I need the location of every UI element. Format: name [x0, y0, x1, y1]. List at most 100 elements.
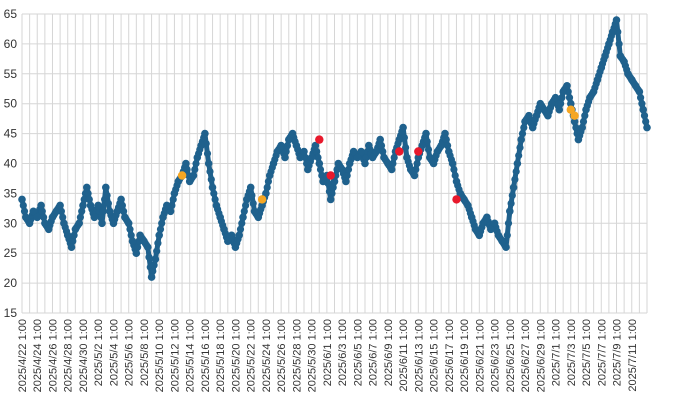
- data-point: [193, 153, 202, 162]
- data-point: [631, 82, 640, 90]
- data-point-fill: [40, 213, 48, 221]
- series-1: [177, 105, 579, 204]
- data-point: [315, 159, 324, 168]
- x-tick-label: 2025/5/26 1:00: [276, 319, 288, 392]
- grid-layer: [21, 13, 648, 314]
- data-point-fill: [264, 177, 272, 185]
- data-point: [445, 147, 453, 156]
- data-point: [132, 249, 141, 257]
- data-point-fill: [84, 189, 92, 197]
- data-point: [365, 141, 373, 150]
- data-point-fill: [343, 171, 351, 180]
- data-point-fill: [158, 219, 166, 227]
- data-point-fill: [104, 199, 112, 207]
- x-tick-label: 2025/5/2 1:00: [93, 319, 105, 386]
- data-point: [224, 237, 232, 245]
- data-point: [288, 129, 297, 138]
- data-point: [406, 165, 415, 174]
- data-point: [121, 213, 129, 222]
- data-point: [555, 105, 564, 114]
- x-tick-label: 2025/6/19 1:00: [459, 319, 471, 392]
- data-point-fill: [450, 165, 458, 174]
- data-point: [345, 159, 354, 168]
- data-point: [490, 219, 499, 228]
- x-tick-label: 2025/7/11 1:00: [627, 319, 639, 392]
- data-point: [311, 141, 320, 150]
- data-point: [159, 213, 167, 222]
- data-point: [506, 207, 514, 216]
- data-point: [128, 237, 137, 245]
- x-tick-label: 2025/7/3 1:00: [566, 319, 578, 386]
- data-point-fill: [70, 231, 78, 239]
- data-point-fill: [238, 219, 246, 227]
- data-point: [521, 117, 529, 126]
- data-point: [448, 159, 457, 168]
- data-point: [567, 99, 575, 108]
- data-point: [452, 195, 461, 204]
- x-tick-label: 2025/5/10 1:00: [154, 319, 166, 392]
- series-0: [18, 16, 651, 281]
- data-point: [384, 159, 392, 168]
- data-point: [513, 159, 522, 168]
- data-point-fill: [149, 267, 157, 275]
- data-point: [589, 87, 598, 96]
- data-point-fill: [206, 167, 214, 176]
- data-point-fill: [390, 153, 398, 162]
- data-point-fill: [85, 195, 93, 203]
- data-point: [441, 129, 449, 138]
- y-tick-label: 45: [4, 127, 18, 141]
- data-point: [353, 153, 362, 162]
- x-tick-label: 2025/6/17 1:00: [444, 319, 456, 392]
- data-point: [597, 64, 606, 72]
- data-point-fill: [126, 225, 134, 233]
- data-point: [399, 123, 407, 132]
- data-point: [220, 225, 228, 234]
- data-point: [315, 135, 324, 144]
- data-point: [105, 207, 114, 216]
- x-tick-label: 2025/5/24 1:00: [261, 319, 273, 392]
- x-tick-label: 2025/6/5 1:00: [352, 319, 364, 386]
- data-point: [151, 255, 160, 263]
- data-point-fill: [192, 159, 200, 168]
- y-tick-label: 20: [4, 276, 18, 290]
- data-point-fill: [615, 40, 623, 48]
- data-point: [483, 213, 491, 222]
- x-tick-label: 2025/6/21 1:00: [474, 319, 486, 392]
- data-point-fill: [565, 94, 574, 102]
- data-point: [467, 213, 476, 222]
- x-tick-label: 2025/5/4 1:00: [108, 319, 120, 386]
- data-point: [216, 213, 224, 222]
- x-tick-label: 2025/6/23 1:00: [490, 319, 502, 392]
- data-point-fill: [69, 237, 77, 245]
- data-point-fill: [80, 195, 88, 203]
- data-point-fill: [379, 147, 387, 156]
- data-point-fill: [557, 100, 565, 108]
- data-point: [624, 70, 632, 78]
- data-point: [475, 231, 484, 240]
- data-point-fill: [520, 124, 528, 132]
- data-point: [509, 183, 518, 192]
- data-point: [338, 165, 346, 174]
- data-point: [578, 123, 586, 132]
- data-point: [98, 219, 106, 228]
- data-point: [608, 28, 617, 36]
- series-2: [315, 135, 461, 204]
- data-point: [155, 231, 163, 240]
- data-point: [182, 159, 190, 168]
- data-point-fill: [263, 183, 271, 191]
- data-point-fill: [344, 165, 353, 174]
- data-point: [48, 213, 57, 222]
- data-point: [204, 159, 213, 168]
- data-point: [361, 159, 369, 168]
- data-point-fill: [134, 243, 142, 251]
- data-point-fill: [640, 112, 649, 120]
- y-tick-label: 55: [4, 67, 18, 81]
- data-point-fill: [377, 142, 386, 150]
- x-tick-label: 2025/7/1 1:00: [551, 319, 563, 386]
- x-tick-label: 2025/4/24 1:00: [32, 319, 44, 392]
- data-point: [29, 207, 38, 216]
- data-point: [559, 87, 567, 96]
- data-point: [494, 231, 503, 240]
- data-point: [94, 201, 102, 210]
